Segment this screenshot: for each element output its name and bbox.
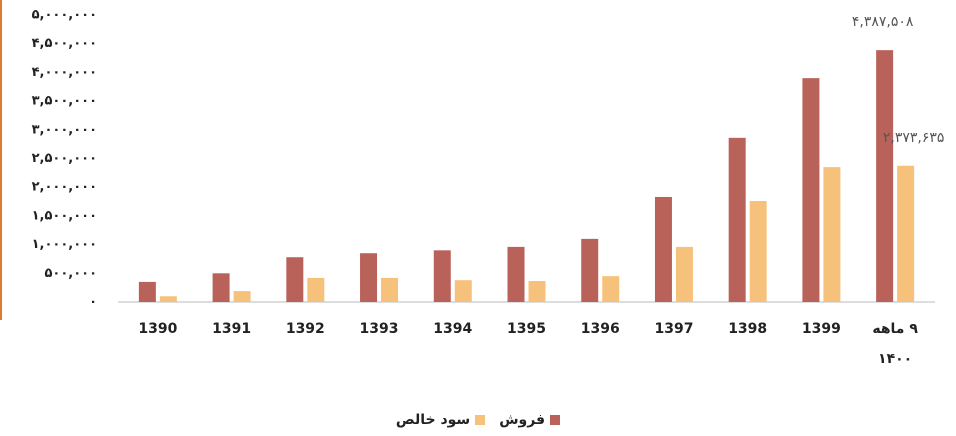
x-tick-label-box: 1392 (285, 321, 325, 337)
y-tick-label: ۰ (89, 295, 97, 310)
x-tick-label: 1398 (728, 321, 768, 337)
bar (454, 280, 472, 302)
bar (138, 281, 156, 302)
x-tick-label-box: 1394 (433, 321, 473, 337)
x-tick-label-box: 1393 (359, 321, 399, 337)
legend-label: سود خالص (395, 412, 471, 428)
x-tick-label-box: 1396 (580, 321, 620, 337)
bar (749, 200, 767, 302)
bar (602, 276, 620, 302)
y-tick-label: ۲,۵۰۰,۰۰۰ (32, 151, 97, 166)
legend-swatch (475, 415, 486, 425)
x-tick-label-box: 1390 (138, 321, 178, 337)
legend-item: فروش (499, 412, 561, 428)
x-tick-label-box: 1395 (507, 321, 546, 337)
bar (159, 296, 177, 302)
x-tick-label-box: 1397 (654, 321, 694, 337)
x-tick-label: 1394 (433, 321, 473, 337)
x-tick-label: 1396 (580, 321, 620, 337)
bar (507, 246, 525, 302)
bar (802, 78, 820, 302)
x-tick-label: 1391 (212, 321, 252, 337)
y-tick-label: ۳,۵۰۰,۰۰۰ (32, 94, 97, 109)
y-tick-label: ۳,۰۰۰,۰۰۰ (32, 122, 97, 137)
bar (581, 238, 599, 302)
bar (212, 273, 230, 302)
y-tick-label: ۵,۰۰۰,۰۰۰ (32, 8, 97, 23)
x-tick-label: 1399 (801, 321, 841, 337)
legend: فروش سود خالص (0, 412, 956, 428)
x-tick-label: 1392 (285, 321, 325, 337)
y-tick-label: ۵۰۰,۰۰۰ (44, 266, 97, 281)
y-tick-label: ۱,۰۰۰,۰۰۰ (32, 237, 97, 252)
x-tick-label-box: 1399 (801, 321, 841, 337)
x-tick-label: 1393 (359, 321, 399, 337)
y-tick-label: ۲,۰۰۰,۰۰۰ (32, 180, 97, 195)
bar (381, 277, 399, 302)
legend-swatch (550, 415, 561, 425)
y-tick-label: ۱,۵۰۰,۰۰۰ (32, 208, 97, 223)
bar (728, 137, 746, 302)
bar (528, 281, 546, 302)
x-tick-label: 1395 (507, 321, 546, 337)
x-tick-label-box: ۹ ماهه ۱۴۰۰ (872, 321, 918, 367)
bar (307, 277, 325, 302)
x-tick-label-box: 1391 (212, 321, 252, 337)
bar (360, 253, 378, 302)
x-tick-label: ۹ ماهه ۱۴۰۰ (872, 321, 918, 367)
value-label: ۲,۳۷۳,۶۳۵ (883, 130, 945, 146)
y-tick-label: ۴,۰۰۰,۰۰۰ (32, 65, 97, 80)
bar (286, 257, 304, 302)
legend-item: سود خالص (395, 412, 486, 428)
y-tick-label: ۴,۵۰۰,۰۰۰ (32, 36, 97, 51)
x-tick-label: 1397 (654, 321, 694, 337)
bar (675, 246, 693, 302)
bar (876, 50, 894, 302)
bar (233, 291, 251, 302)
x-tick-label-box: 1398 (728, 321, 768, 337)
bar (654, 196, 672, 302)
value-label: ۴,۳۸۷,۵۰۸ (852, 14, 914, 30)
bar (823, 167, 841, 302)
bar (897, 165, 915, 302)
x-tick-label: 1390 (138, 321, 178, 337)
bar (433, 250, 451, 302)
legend-label: فروش (499, 412, 546, 428)
